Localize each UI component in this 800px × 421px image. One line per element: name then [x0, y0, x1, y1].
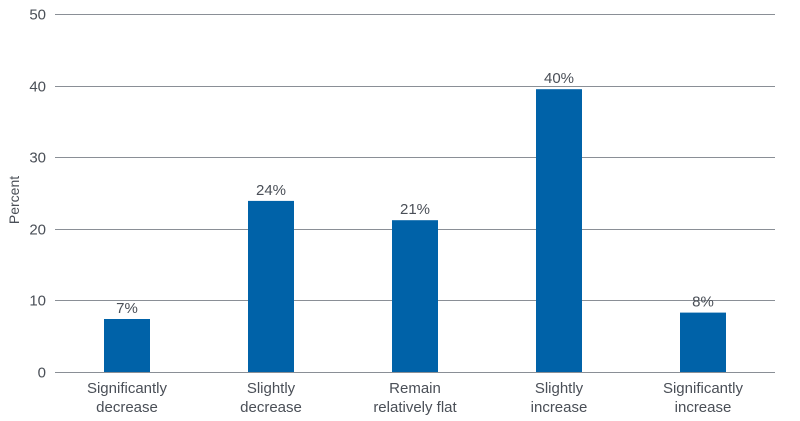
- y-tick-label: 30: [29, 150, 46, 167]
- x-category-label: relatively flat: [373, 399, 457, 416]
- bars: [104, 89, 726, 372]
- x-category-label: Remain: [389, 380, 441, 397]
- y-axis-ticks: 0 10 20 30 40 50: [29, 7, 46, 382]
- x-category-label: Slightly: [535, 380, 584, 397]
- x-category-label: decrease: [240, 399, 302, 416]
- data-labels: 7% 24% 21% 40% 8%: [116, 70, 714, 317]
- bar-1: [248, 200, 294, 372]
- bar-2: [392, 220, 438, 372]
- bar-0: [104, 319, 150, 372]
- data-label-3: 40%: [544, 70, 574, 87]
- x-category-label: increase: [531, 399, 588, 416]
- y-tick-label: 50: [29, 7, 46, 24]
- y-tick-label: 20: [29, 222, 46, 239]
- data-label-4: 8%: [692, 294, 714, 311]
- y-tick-label: 0: [38, 365, 46, 382]
- x-category-label: decrease: [96, 399, 158, 416]
- x-axis-categories: Significantly decrease Slightly decrease Rem…: [87, 380, 744, 416]
- x-category-label: Significantly: [663, 380, 744, 397]
- bar-3: [536, 89, 582, 372]
- y-tick-label: 40: [29, 79, 46, 96]
- data-label-1: 24%: [256, 182, 286, 199]
- data-label-0: 7%: [116, 300, 138, 317]
- x-category-label: Significantly: [87, 380, 168, 397]
- data-label-2: 21%: [400, 201, 430, 218]
- x-category-label: increase: [675, 399, 732, 416]
- y-axis-title: Percent: [6, 176, 22, 224]
- y-tick-label: 10: [29, 293, 46, 310]
- bar-4: [680, 312, 726, 372]
- x-category-label: Slightly: [247, 380, 296, 397]
